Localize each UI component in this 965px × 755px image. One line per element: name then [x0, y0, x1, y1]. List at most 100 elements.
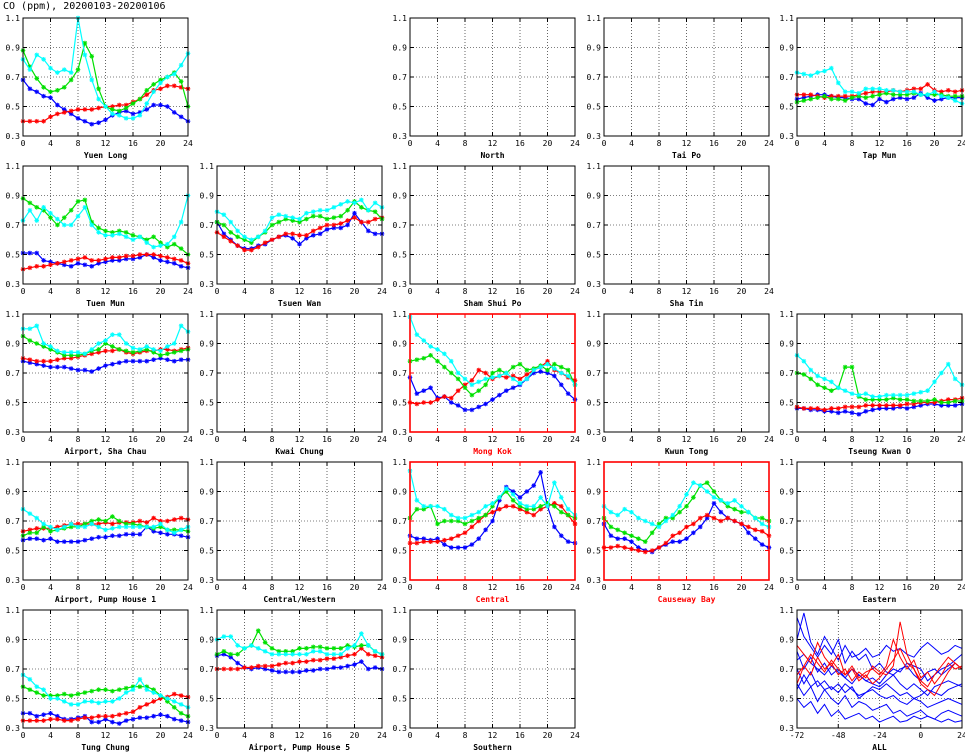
data-point: [863, 101, 869, 106]
data-point: [469, 518, 475, 524]
data-point: [483, 382, 488, 388]
data-point: [262, 640, 268, 645]
data-point: [483, 370, 488, 376]
data-point: [27, 338, 33, 343]
data-point: [228, 666, 234, 672]
data-point: [704, 480, 710, 485]
data-point: [75, 716, 81, 722]
data-point: [103, 233, 108, 238]
data-point: [345, 653, 350, 659]
data-point: [476, 515, 482, 521]
data-point: [428, 400, 433, 405]
data-point: [331, 656, 337, 661]
y-tick-label: 0.9: [6, 192, 21, 201]
data-point: [469, 512, 475, 518]
data-point: [269, 237, 275, 243]
data-point: [151, 357, 156, 363]
data-point: [110, 719, 115, 725]
data-point: [870, 102, 875, 108]
data-point: [110, 344, 115, 349]
data-point: [158, 258, 163, 263]
x-tick-label: 16: [902, 435, 912, 444]
data-point: [904, 406, 910, 411]
data-point: [684, 524, 689, 530]
x-tick-label: 0: [602, 583, 607, 592]
data-point: [421, 338, 427, 343]
data-point: [691, 495, 696, 500]
y-tick-label: 0.5: [780, 695, 795, 704]
y-tick-label: 0.3: [6, 576, 21, 585]
data-point: [171, 716, 177, 722]
data-point: [75, 213, 81, 219]
x-tick-label: 4: [629, 139, 634, 148]
data-point: [110, 526, 115, 531]
data-point: [297, 646, 302, 651]
data-point: [870, 407, 875, 413]
data-point: [68, 264, 74, 269]
data-point: [822, 407, 827, 413]
data-point: [842, 98, 848, 103]
data-point: [228, 238, 234, 244]
data-point: [151, 713, 156, 719]
x-tick-label: 0: [795, 435, 800, 444]
data-point: [435, 521, 440, 527]
y-tick-label: 1.1: [6, 606, 21, 615]
data-point: [538, 503, 543, 509]
y-tick-label: 0.9: [393, 44, 408, 53]
data-point: [552, 524, 557, 530]
data-point: [455, 545, 461, 550]
x-tick-label: 24: [183, 731, 193, 740]
data-point: [61, 691, 67, 697]
data-point: [110, 533, 115, 539]
x-tick-label: 12: [488, 435, 498, 444]
data-point: [448, 545, 454, 550]
data-point: [262, 663, 268, 669]
data-point: [863, 90, 869, 96]
x-tick-label: 16: [709, 139, 719, 148]
station-label: Kwun Tong: [665, 447, 709, 456]
data-point: [531, 483, 537, 488]
x-tick-label: 24: [957, 435, 965, 444]
data-point: [221, 212, 227, 217]
data-point: [276, 669, 282, 675]
data-point: [242, 646, 247, 651]
data-point: [144, 101, 150, 106]
x-tick-label: 4: [48, 139, 53, 148]
data-point: [725, 515, 731, 521]
data-point: [48, 114, 53, 120]
data-point: [89, 369, 95, 374]
data-point: [856, 412, 862, 417]
x-tick-label: 8: [657, 435, 662, 444]
x-tick-label: 8: [76, 139, 81, 148]
x-tick-label: 12: [295, 583, 305, 592]
data-point: [103, 518, 108, 524]
x-tick-label: 12: [101, 583, 111, 592]
data-point: [297, 669, 302, 675]
data-point: [324, 216, 330, 222]
data-point: [870, 93, 875, 99]
data-point: [123, 685, 129, 691]
x-tick-label: -24: [872, 731, 887, 740]
data-point: [670, 539, 676, 544]
data-point: [359, 219, 364, 225]
data-point: [952, 98, 958, 103]
x-tick-label: 12: [875, 139, 885, 148]
y-tick-label: 1.1: [200, 310, 215, 319]
data-point: [55, 70, 60, 75]
data-point: [165, 255, 170, 260]
data-point: [815, 70, 820, 75]
y-tick-label: 0.9: [6, 636, 21, 645]
data-point: [352, 662, 357, 667]
data-point: [158, 253, 163, 259]
data-point: [558, 364, 564, 370]
data-point: [545, 503, 550, 509]
data-point: [414, 391, 420, 396]
x-tick-label: 4: [435, 583, 440, 592]
data-point: [925, 92, 930, 97]
data-point: [41, 718, 46, 723]
x-tick-label: 12: [101, 435, 111, 444]
x-tick-label: 12: [488, 139, 498, 148]
data-point: [752, 536, 758, 541]
data-point: [96, 86, 101, 92]
data-point: [711, 515, 717, 521]
